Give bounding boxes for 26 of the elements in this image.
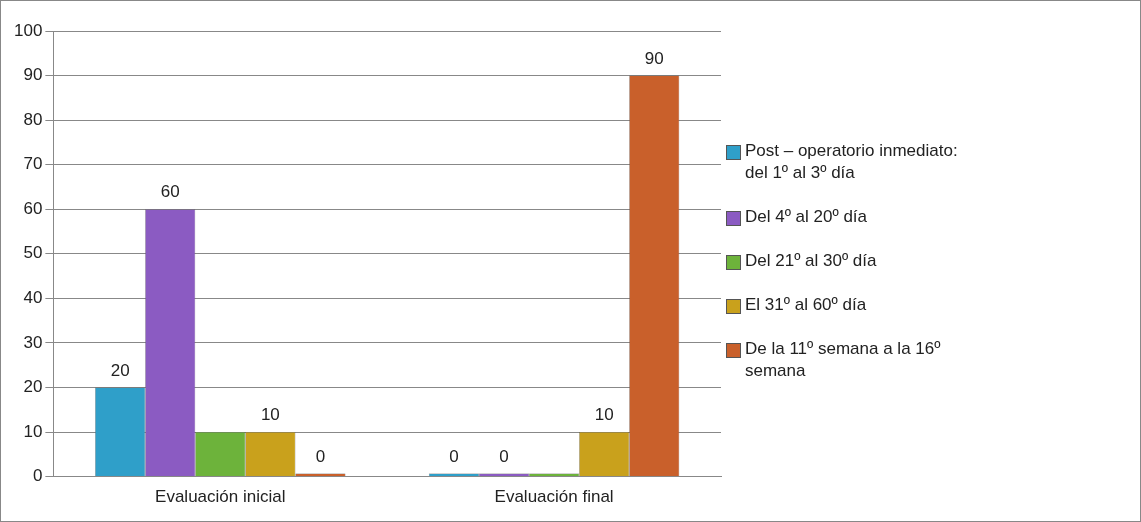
y-tick-label: 60	[23, 198, 43, 218]
legend-label: Del 4º al 20º día	[745, 206, 868, 228]
data-label: 0	[315, 446, 326, 466]
y-tick-label: 50	[23, 243, 43, 263]
data-label: 20	[110, 360, 130, 380]
data-label: 0	[449, 446, 459, 466]
y-tick-label: 10	[23, 421, 43, 441]
y-tick-label: 90	[23, 65, 43, 85]
data-label: 60	[160, 182, 180, 202]
data-label: 10	[594, 405, 614, 425]
legend-label: Del 21º al 30º día	[745, 250, 877, 272]
y-tick-label: 100	[13, 20, 43, 40]
data-label: 90	[644, 48, 664, 68]
legend-label: Post – operatorio inmediato: del 1º al 3º día	[745, 140, 959, 184]
data-label: 10	[260, 405, 280, 425]
legend-label: El 31º al 60º día	[745, 294, 867, 316]
y-tick-label: 30	[23, 332, 43, 352]
x-tick-label: Evaluación final	[494, 487, 614, 507]
y-tick-label: 0	[32, 466, 43, 486]
x-tick-label: Evaluación inicial	[155, 487, 286, 507]
y-tick-label: 20	[23, 377, 43, 397]
y-tick-label: 40	[23, 288, 43, 308]
y-tick-label: 80	[23, 109, 43, 129]
data-label: 0	[499, 446, 509, 466]
y-tick-label: 70	[23, 154, 43, 174]
legend-label: De la 11º semana a la 16º semana	[745, 338, 942, 382]
